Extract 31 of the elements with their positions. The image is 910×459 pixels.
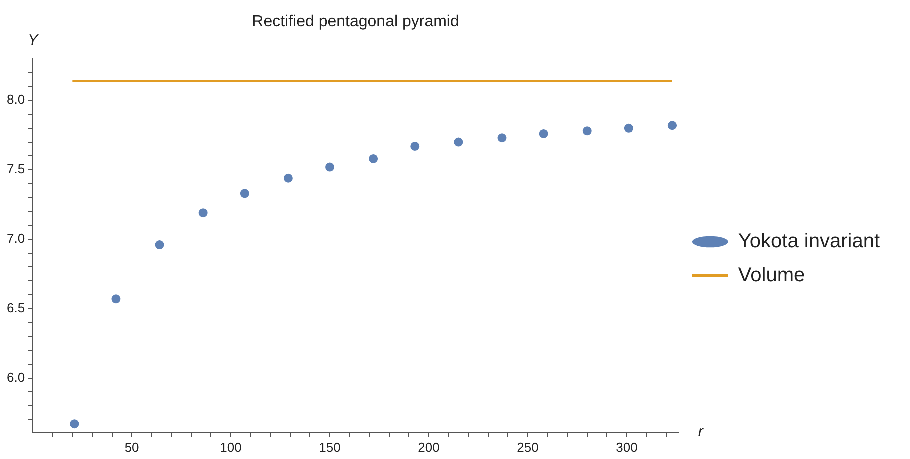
point: [284, 174, 293, 183]
point: [454, 138, 464, 147]
point: [410, 142, 420, 151]
y-tick-label: 6.0: [6, 370, 26, 385]
point: [624, 124, 634, 133]
point: [240, 189, 250, 198]
x-tick-label: 200: [418, 440, 440, 455]
x-tick-label: 50: [124, 440, 140, 455]
point: [70, 420, 80, 429]
legend-label: Yokota invariant: [738, 230, 880, 253]
chart-title: Rectified pentagonal pyramid: [252, 13, 460, 30]
point: [198, 208, 208, 218]
legend-label: Volume: [738, 264, 806, 287]
point: [112, 294, 121, 304]
y-axis-title: Y: [28, 32, 40, 50]
point: [369, 154, 378, 164]
x-tick-label: 100: [220, 440, 242, 455]
y-tick-label: 7.0: [6, 231, 26, 246]
x-tick-label: 250: [517, 440, 539, 455]
point: [498, 134, 507, 143]
y-tick-label: 6.5: [6, 300, 26, 316]
x-axis-title: r: [698, 424, 704, 441]
y-tick-label: 8.0: [6, 92, 26, 108]
x-tick-label: 300: [616, 440, 638, 455]
x-tick-label: 150: [319, 440, 341, 455]
point: [668, 121, 677, 130]
point: [539, 129, 548, 138]
point: [582, 126, 592, 136]
point: [155, 240, 164, 250]
y-tick-label: 7.5: [6, 162, 26, 177]
point: [326, 162, 335, 172]
